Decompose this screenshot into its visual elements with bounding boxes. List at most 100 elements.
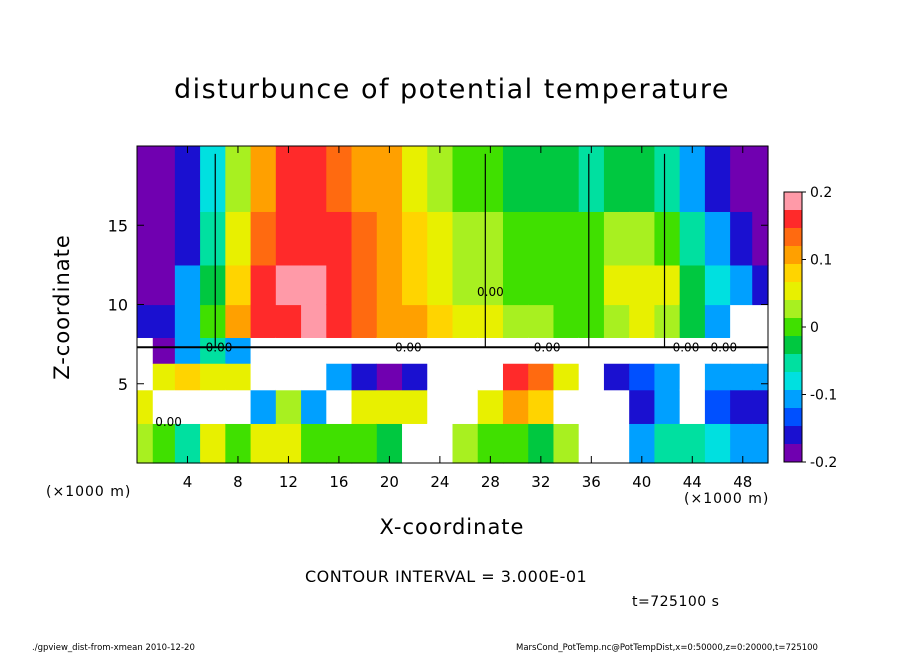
- field-cell: [704, 264, 731, 306]
- field-cell: [351, 337, 378, 364]
- field-cell: [654, 363, 681, 391]
- field-cell: [452, 363, 479, 391]
- field-cell: [704, 146, 731, 212]
- field-cell: [603, 389, 630, 424]
- field-cell: [301, 423, 327, 464]
- field-cell: [351, 423, 378, 464]
- field-cell: [152, 423, 176, 464]
- field-cell: [174, 211, 201, 266]
- field-cell: [275, 363, 302, 391]
- field-cell: [452, 337, 479, 364]
- field-cell: [301, 264, 327, 306]
- field-cell: [603, 304, 630, 338]
- field-cell: [301, 389, 327, 424]
- field-cell: [152, 146, 176, 212]
- field-cell: [752, 423, 769, 464]
- time-label: t=725100 s: [632, 594, 720, 610]
- colorbar-segment: [784, 264, 802, 283]
- field-cell: [427, 146, 454, 212]
- field-cell: [654, 423, 681, 464]
- field-cell: [275, 211, 302, 266]
- field-cell: [578, 211, 605, 266]
- field-cell: [603, 211, 630, 266]
- field-cell: [402, 423, 428, 464]
- field-cell: [603, 264, 630, 306]
- field-cell: [326, 146, 353, 212]
- field-cell: [301, 146, 327, 212]
- field-cell: [553, 304, 580, 338]
- field-cell: [225, 337, 252, 364]
- field-cell: [275, 389, 302, 424]
- field-cell: [152, 363, 176, 391]
- field-cell: [137, 423, 154, 464]
- field-cell: [679, 304, 706, 338]
- field-cell: [275, 304, 302, 338]
- field-cell: [730, 146, 753, 212]
- field-cell: [174, 389, 201, 424]
- field-cell: [225, 211, 252, 266]
- field-cell: [137, 304, 154, 338]
- field-cell: [502, 211, 529, 266]
- colorbar-segment: [784, 282, 802, 301]
- field-cell: [629, 146, 656, 212]
- field-cell: [174, 146, 201, 212]
- field-cell: [704, 211, 731, 266]
- field-cell: [553, 211, 580, 266]
- field-cell: [301, 337, 327, 364]
- field-cell: [704, 304, 731, 338]
- field-cell: [502, 304, 529, 338]
- field-cell: [629, 389, 656, 424]
- field-cell: [502, 264, 529, 306]
- field-cell: [250, 304, 277, 338]
- x-unit-right-label: (×1000 m): [684, 491, 770, 507]
- field-cell: [578, 363, 605, 391]
- field-cell: [427, 304, 454, 338]
- colorbar-segment: [784, 354, 802, 373]
- field-cell: [528, 211, 555, 266]
- field-cell: [528, 389, 555, 424]
- field-cell: [402, 363, 428, 391]
- field-cell: [477, 363, 504, 391]
- field-cell: [730, 363, 753, 391]
- field-cell: [225, 389, 252, 424]
- field-cell: [301, 363, 327, 391]
- field-cell: [200, 389, 226, 424]
- field-cell: [477, 337, 504, 364]
- field-cell: [200, 211, 226, 266]
- contour-label: 0.00: [534, 340, 561, 354]
- field-cell: [152, 337, 176, 364]
- field-cell: [679, 264, 706, 306]
- field-cell: [427, 211, 454, 266]
- field-cell: [704, 389, 731, 424]
- field-cell: [654, 304, 681, 338]
- field-cell: [301, 211, 327, 266]
- field-cell: [654, 211, 681, 266]
- field-cell: [629, 304, 656, 338]
- colorbar-segment: [784, 300, 802, 319]
- x-unit-left-label: (×1000 m): [46, 484, 132, 500]
- field-cell: [174, 304, 201, 338]
- field-cell: [137, 146, 154, 212]
- field-cell: [477, 389, 504, 424]
- field-cell: [200, 337, 226, 364]
- field-cell: [629, 211, 656, 266]
- x-tick-label: 4: [183, 473, 193, 491]
- colorbar-segment: [784, 210, 802, 229]
- field-cell: [376, 211, 403, 266]
- field-cell: [351, 264, 378, 306]
- field-cell: [402, 146, 428, 212]
- colorbar-tick-label: 0.1: [810, 253, 832, 269]
- field-cell: [603, 423, 630, 464]
- field-cell: [730, 389, 753, 424]
- contour-label: 0.00: [206, 340, 233, 354]
- y-tick-label: 15: [108, 216, 128, 235]
- x-tick-label: 8: [233, 473, 243, 491]
- field-cell: [225, 304, 252, 338]
- field-cell: [654, 337, 681, 364]
- footer-source-file: MarsCond_PotTemp.nc@PotTempDist,x=0:5000…: [516, 643, 818, 653]
- field-cell: [730, 264, 753, 306]
- field-cell: [603, 337, 630, 364]
- field-cell: [578, 389, 605, 424]
- field-cell: [326, 337, 353, 364]
